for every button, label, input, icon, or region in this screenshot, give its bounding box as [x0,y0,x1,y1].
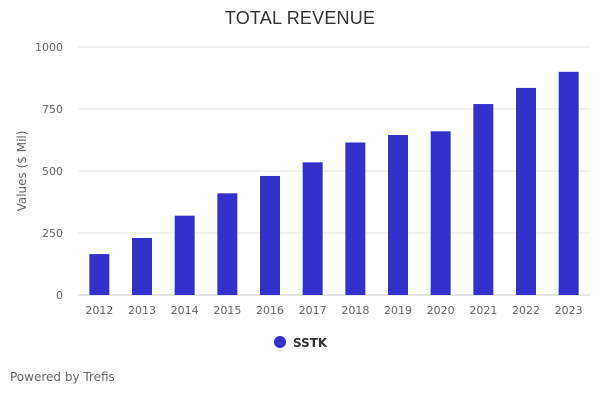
y-tick-label: 250 [42,227,63,240]
x-tick-label: 2019 [384,304,412,317]
y-tick-label: 0 [56,289,63,302]
x-tick-label: 2021 [469,304,497,317]
x-tick-label: 2016 [256,304,284,317]
y-tick-label: 1000 [35,41,63,54]
x-tick-label: 2013 [128,304,156,317]
x-tick-label: 2020 [427,304,455,317]
x-tick-label: 2012 [85,304,113,317]
bar-2019[interactable] [388,135,408,295]
bar-2023[interactable] [558,71,579,295]
y-axis-label: Values ($ Mil) [15,131,29,212]
powered-by-footer: Powered by Trefis [10,370,115,384]
x-tick-label: 2018 [341,304,369,317]
bar-2022[interactable] [516,87,536,295]
legend[interactable]: SSTK [274,336,328,350]
y-axis-ticks: 0 250 500 750 1000 [35,41,63,302]
chart-title: TOTAL REVENUE [224,8,376,28]
bar-2014[interactable] [174,215,195,295]
bar-2012[interactable] [89,254,110,295]
y-tick-label: 750 [42,103,63,116]
y-tick-label: 500 [42,165,63,178]
bar-2018[interactable] [345,142,366,295]
x-axis-ticks: 2012 2013 2014 2015 2016 2017 2018 2019 2020 2021… [85,304,582,317]
bar-2016[interactable] [260,175,280,295]
bar-2017[interactable] [302,162,323,295]
bar-2020[interactable] [430,131,451,295]
x-tick-label: 2015 [213,304,241,317]
x-tick-label: 2014 [171,304,199,317]
x-tick-label: 2017 [299,304,327,317]
x-tick-label: 2022 [512,304,540,317]
x-tick-label: 2023 [555,304,583,317]
legend-label-sstk: SSTK [293,336,328,350]
bars [89,71,579,295]
bar-2021[interactable] [473,104,494,295]
legend-marker-sstk [274,336,286,348]
bar-2015[interactable] [217,193,238,295]
grid-lines [78,46,590,296]
bar-2013[interactable] [132,237,152,295]
